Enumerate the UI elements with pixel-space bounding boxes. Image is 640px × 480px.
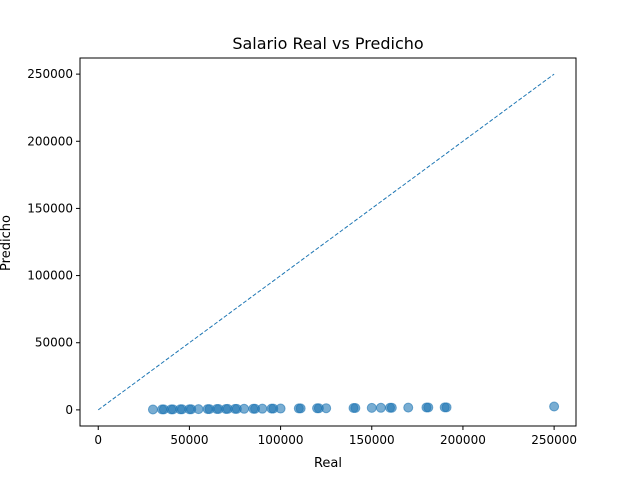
reference-line	[97, 73, 555, 411]
plot-frame	[79, 57, 577, 427]
x-axis-ticks: 0 50000 100000 150000 200000 250000	[94, 426, 577, 447]
y-tick-label: 150000	[27, 201, 73, 215]
y-tick-label: 50000	[35, 336, 73, 350]
data-point	[147, 404, 158, 415]
data-point	[403, 402, 414, 413]
data-point	[193, 404, 204, 415]
data-points	[147, 401, 560, 415]
y-tick-label: 100000	[27, 269, 73, 283]
data-point	[350, 402, 361, 413]
y-tick-label: 0	[65, 403, 73, 417]
reference-line-group	[97, 73, 555, 411]
data-point	[295, 403, 306, 414]
y-tick-label: 250000	[27, 67, 73, 81]
data-point	[375, 402, 386, 413]
y-tick-label: 200000	[27, 134, 73, 148]
data-point	[257, 403, 268, 414]
data-point	[441, 402, 452, 413]
x-tick-label: 250000	[531, 433, 577, 447]
data-point	[239, 403, 250, 414]
x-axis-label: Real	[314, 456, 342, 471]
data-point	[366, 402, 377, 413]
x-tick-label: 0	[94, 433, 102, 447]
data-point	[549, 401, 560, 412]
chart-title: Salario Real vs Predicho	[232, 34, 423, 53]
data-point	[423, 402, 434, 413]
x-tick-label: 50000	[170, 433, 208, 447]
plot-area	[97, 73, 560, 415]
data-point	[386, 402, 397, 413]
x-tick-label: 200000	[440, 433, 486, 447]
y-axis-ticks: 0 50000 100000 150000 200000 250000	[27, 67, 80, 417]
y-axis-label: Predicho	[0, 215, 14, 271]
data-point	[275, 403, 286, 414]
data-point	[321, 403, 332, 414]
x-tick-label: 150000	[349, 433, 395, 447]
x-tick-label: 100000	[258, 433, 304, 447]
